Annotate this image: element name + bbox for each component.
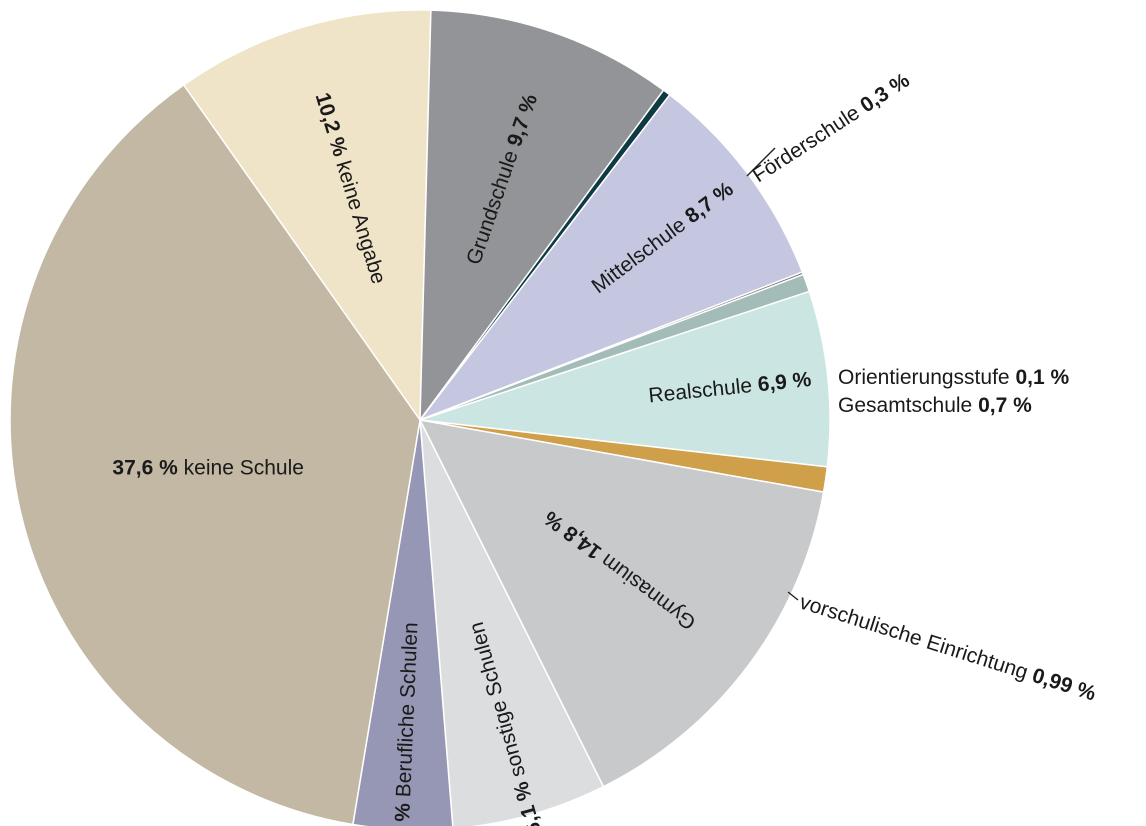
pie-slice-keine-schule bbox=[9, 83, 421, 826]
label-value-orientierungsstufe: 0,1 % bbox=[1015, 366, 1069, 389]
leader-line-foerderschule bbox=[746, 147, 776, 177]
leader-line-vorschulische-einrichtung bbox=[787, 591, 799, 601]
pie-slice-keine-angabe bbox=[182, 9, 432, 423]
label-value-realschule: 6,9 % bbox=[757, 367, 813, 395]
label-category-foerderschule: Förderschule bbox=[748, 101, 863, 187]
label-value-vorschulische-einrichtung: 0,99 % bbox=[1030, 663, 1100, 705]
label-gesamtschule: Gesamtschule 0,7 % bbox=[838, 394, 1032, 417]
label-value-gesamtschule: 0,7 % bbox=[978, 394, 1032, 417]
pie-slice-grundschule bbox=[419, 9, 665, 423]
label-category-gesamtschule: Gesamtschule bbox=[838, 394, 972, 417]
label-category-vorschulische-einrichtung: vorschulische Einrichtung bbox=[797, 590, 1031, 684]
label-vorschulische-einrichtung: vorschulische Einrichtung 0,99 % bbox=[797, 590, 1099, 705]
pie-slice-gymnasium bbox=[418, 418, 825, 788]
label-category-keine-schule: keine Schule bbox=[184, 456, 304, 479]
label-orientierungsstufe: Orientierungsstufe 0,1 % bbox=[838, 366, 1069, 389]
label-value-foerderschule: 0,3 % bbox=[856, 68, 914, 117]
pie-slices bbox=[9, 9, 831, 826]
leader-lines bbox=[746, 147, 799, 601]
pie-slice-sonstige-schulen bbox=[419, 419, 605, 826]
label-keine-schule: 37,6 % keine Schule bbox=[112, 456, 303, 479]
label-category-orientierungsstufe: Orientierungsstufe bbox=[838, 366, 1010, 389]
label-foerderschule: Förderschule 0,3 % bbox=[748, 68, 914, 187]
label-value-keine-schule: 37,6 % bbox=[112, 456, 178, 479]
label-value-berufliche-schulen: 3,9 % bbox=[389, 802, 414, 826]
pie-slice-realschule bbox=[419, 290, 831, 468]
